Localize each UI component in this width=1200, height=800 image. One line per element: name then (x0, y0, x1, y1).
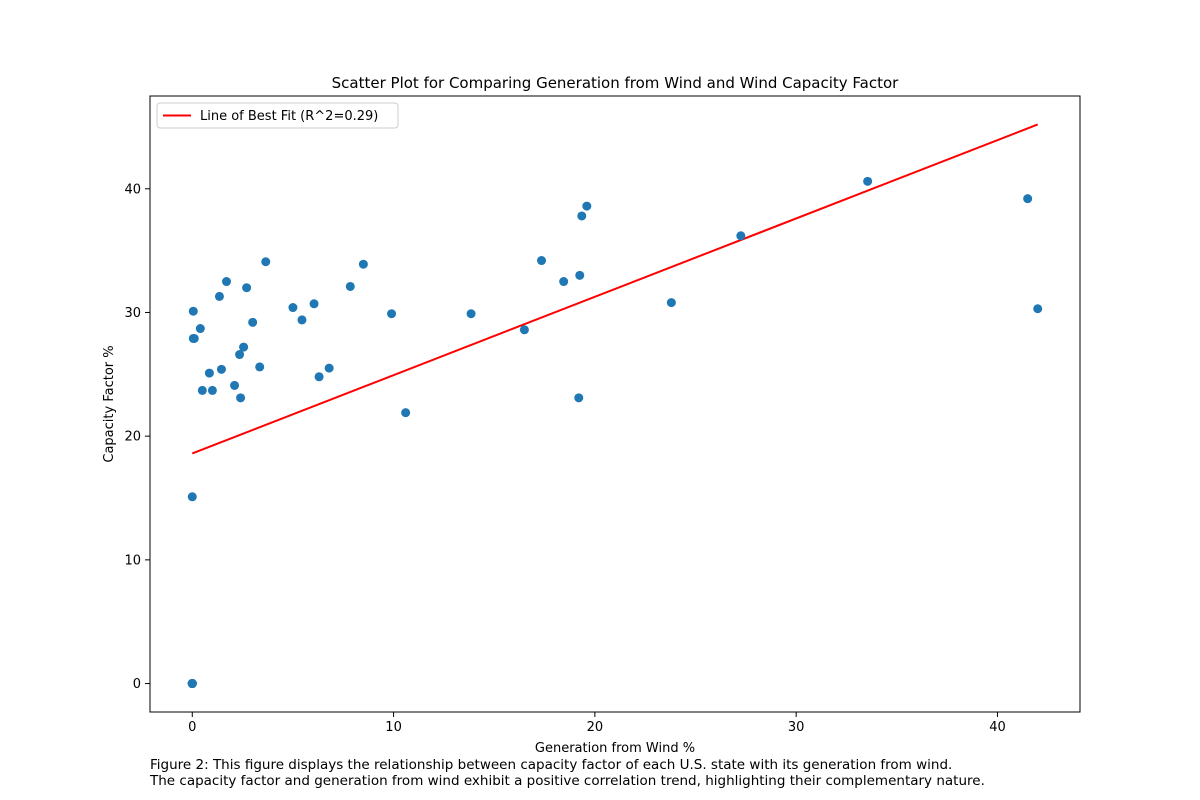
data-point (736, 231, 746, 241)
figure-caption: Figure 2: This figure displays the relat… (150, 757, 985, 789)
legend-box (156, 102, 399, 129)
data-point (214, 291, 224, 301)
plot-area (187, 123, 1043, 689)
data-point (309, 299, 319, 309)
x-tick-label: 10 (385, 720, 402, 735)
plot-frame (149, 95, 1081, 713)
data-point (255, 362, 265, 372)
y-tick-label: 0 (133, 677, 141, 692)
data-point (297, 315, 307, 325)
x-tick-label: 30 (788, 720, 805, 735)
data-point (666, 298, 676, 308)
data-point (575, 270, 585, 280)
x-tick-label: 40 (989, 720, 1006, 735)
y-tick-label: 30 (124, 306, 141, 321)
data-point (188, 306, 198, 316)
data-point (242, 283, 252, 293)
data-point (1023, 194, 1033, 204)
data-point (235, 350, 245, 360)
data-point (221, 277, 231, 287)
chart-title: Scatter Plot for Comparing Generation fr… (332, 74, 900, 92)
data-point (345, 281, 355, 291)
data-point (189, 333, 199, 343)
data-point (314, 372, 324, 382)
data-point (574, 393, 584, 403)
caption-line-1: Figure 2: This figure displays the relat… (150, 757, 953, 773)
x-axis-label: Generation from Wind % (535, 741, 695, 756)
legend: Line of Best Fit (R^2=0.29) (156, 102, 399, 129)
data-point (216, 364, 226, 374)
data-point (519, 325, 529, 335)
data-point (577, 211, 587, 221)
y-tick-label: 10 (124, 553, 141, 568)
data-point (207, 385, 217, 395)
data-point (195, 324, 205, 334)
data-point (537, 256, 547, 266)
data-point (236, 393, 246, 403)
y-tick-label: 40 (124, 182, 141, 197)
data-point (230, 380, 240, 390)
data-point (288, 303, 298, 313)
y-tick-label: 20 (124, 430, 141, 445)
data-point (187, 492, 197, 502)
x-tick-label: 20 (587, 720, 604, 735)
data-point (1033, 304, 1043, 314)
data-point (187, 679, 197, 689)
data-point (197, 385, 207, 395)
axes: 0 10 20 30 40 0 10 20 30 40 (124, 182, 1005, 735)
data-point (387, 309, 397, 319)
data-point (466, 309, 476, 319)
data-point (261, 257, 271, 267)
data-point (204, 368, 214, 378)
data-point (863, 176, 873, 186)
data-point (582, 201, 592, 211)
best-fit-line (191, 123, 1039, 455)
data-point (239, 342, 249, 352)
x-tick-label: 0 (188, 720, 196, 735)
data-point (248, 317, 258, 327)
data-point (559, 277, 569, 287)
data-point (358, 259, 368, 269)
y-axis-label: Capacity Factor % (102, 345, 117, 462)
caption-line-2: The capacity factor and generation from … (150, 773, 985, 789)
data-point (401, 408, 411, 418)
legend-entry: Line of Best Fit (R^2=0.29) (200, 109, 378, 124)
data-point (324, 363, 334, 373)
